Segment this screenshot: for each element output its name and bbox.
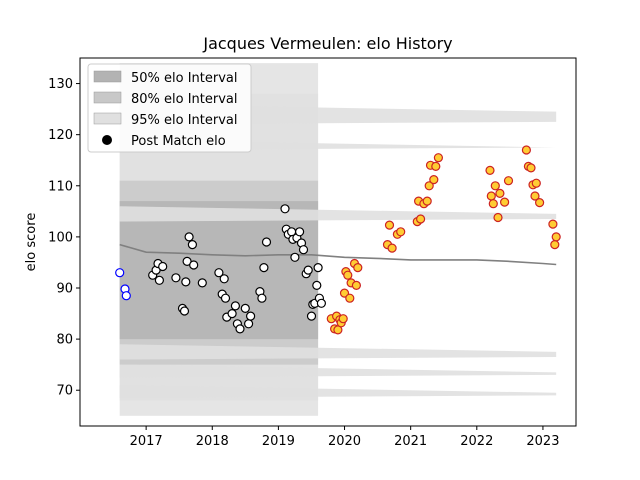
post-match-point-white-35: [290, 252, 300, 262]
chart-title: Jacques Vermeulen: elo History: [202, 34, 452, 53]
post-match-point-white-39: [298, 245, 309, 255]
legend-swatch-0: [93, 70, 122, 83]
y-tick-label-110: 110: [48, 179, 73, 194]
legend-swatch-1: [93, 91, 122, 104]
interval-strip-4: [119, 344, 557, 360]
post-match-point-white-12: [189, 260, 199, 270]
post-match-point-white-23: [240, 303, 250, 313]
post-match-point-yellow-27: [429, 175, 439, 185]
post-match-point-yellow-33: [490, 181, 500, 191]
post-match-point-yellow-24: [422, 196, 432, 206]
post-match-point-yellow-46: [550, 240, 560, 250]
post-match-point-yellow-42: [530, 191, 540, 201]
x-tick-label-2023: 2023: [526, 434, 559, 449]
plot-area: [115, 63, 561, 416]
post-match-point-white-11: [187, 240, 197, 250]
post-match-point-yellow-38: [521, 145, 532, 155]
post-match-point-yellow-17: [387, 243, 397, 253]
post-match-point-yellow-9: [343, 270, 353, 280]
post-match-point-white-28: [259, 263, 269, 273]
x-tick-label-2017: 2017: [130, 434, 163, 449]
post-match-point-yellow-44: [534, 198, 545, 208]
post-match-point-white-29: [261, 237, 272, 247]
post-match-point-white-48: [316, 298, 326, 308]
y-tick-label-70: 70: [56, 384, 73, 399]
legend-entry-2: 95% elo Interval: [131, 113, 238, 128]
post-match-point-yellow-13: [351, 280, 361, 290]
post-match-point-white-46: [313, 263, 323, 273]
post-match-point-yellow-14: [353, 263, 363, 273]
post-match-point-yellow-29: [433, 153, 443, 163]
y-tick-label-80: 80: [56, 333, 73, 348]
post-match-point-white-3: [154, 275, 164, 285]
post-match-point-white-13: [197, 278, 207, 288]
post-match-point-white-16: [219, 274, 229, 284]
post-match-point-blue-0: [115, 268, 125, 278]
legend-box: [87, 63, 252, 153]
post-match-point-white-27: [257, 293, 267, 303]
post-match-point-white-45: [312, 280, 322, 290]
post-match-point-white-20: [230, 301, 240, 311]
post-match-point-white-41: [303, 265, 313, 275]
post-match-point-white-5: [171, 273, 181, 283]
y-axis-label: elo score: [24, 213, 39, 272]
post-match-point-white-30: [280, 204, 290, 214]
x-tick-label-2018: 2018: [196, 434, 229, 449]
x-tick-label-2019: 2019: [262, 434, 295, 449]
post-match-point-white-24: [244, 319, 254, 329]
axes-frame: [79, 57, 577, 427]
post-match-point-yellow-32: [488, 199, 498, 209]
post-match-point-yellow-28: [431, 161, 441, 171]
post-match-point-blue-2: [121, 291, 131, 301]
legend-entry-1: 80% elo Interval: [131, 92, 238, 107]
post-match-point-white-4: [158, 261, 168, 272]
x-tick-label-2022: 2022: [460, 434, 493, 449]
legend-entry-0: 50% elo Interval: [131, 71, 238, 86]
post-match-point-yellow-10: [345, 293, 355, 303]
post-match-point-yellow-40: [526, 163, 536, 173]
post-match-point-white-42: [306, 311, 317, 321]
y-tick-label-100: 100: [48, 230, 73, 245]
post-match-point-yellow-34: [493, 212, 503, 223]
legend-entry-3: Post Match elo: [131, 134, 226, 149]
post-match-point-white-7: [179, 306, 190, 316]
post-match-point-white-37: [295, 227, 305, 237]
post-match-point-yellow-47: [551, 232, 561, 242]
post-match-point-yellow-45: [548, 219, 558, 229]
post-match-point-yellow-22: [416, 214, 426, 224]
y-tick-label-90: 90: [56, 282, 73, 297]
post-match-point-white-25: [246, 311, 256, 321]
post-match-point-yellow-37: [503, 176, 514, 186]
post-match-point-white-17: [220, 293, 231, 303]
x-tick-label-2021: 2021: [394, 434, 427, 449]
post-match-point-yellow-36: [500, 197, 510, 207]
post-match-point-yellow-16: [384, 220, 395, 230]
post-match-point-white-22: [235, 324, 245, 334]
x-tick-label-2020: 2020: [328, 434, 361, 449]
post-match-point-yellow-35: [495, 188, 505, 198]
interval-strip-3: [119, 385, 557, 398]
y-tick-label-120: 120: [48, 128, 73, 143]
post-match-point-white-14: [214, 268, 224, 278]
post-match-point-yellow-19: [396, 227, 406, 237]
post-match-point-white-19: [227, 309, 237, 319]
y-tick-label-130: 130: [48, 77, 73, 92]
legend-swatch-2: [93, 112, 122, 125]
legend-marker-post-match: [102, 135, 112, 145]
post-match-point-white-10: [184, 232, 194, 242]
axis-ticks: 2017 2018 2019 2020 2021 2022 2023 70 80 90 100 110…: [48, 77, 559, 449]
mean-elo-line: [119, 243, 557, 266]
interval-strip-2: [119, 364, 557, 378]
post-match-point-yellow-6: [338, 314, 348, 324]
post-match-point-yellow-30: [485, 165, 495, 175]
interval-strip-5: [119, 206, 557, 222]
legend: 50% elo Interval 80% elo Interval 95% elo …: [87, 63, 252, 153]
post-match-point-yellow-31: [486, 191, 496, 201]
post-match-point-white-8: [181, 277, 191, 287]
post-match-point-yellow-25: [424, 181, 434, 191]
post-match-point-yellow-43: [531, 178, 541, 188]
